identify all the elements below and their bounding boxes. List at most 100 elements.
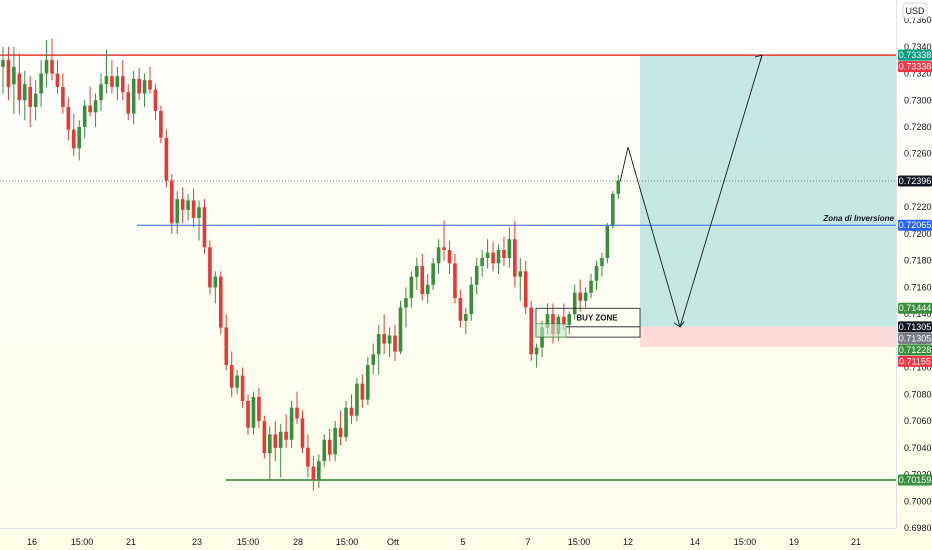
time-tick-label[interactable]: 15:00 (237, 537, 260, 547)
candle-body[interactable] (420, 266, 425, 295)
time-tick-label[interactable]: 21 (851, 537, 861, 547)
candle-body[interactable] (409, 276, 414, 299)
candle-body[interactable] (311, 466, 316, 480)
candle-body[interactable] (349, 407, 354, 416)
candle-body[interactable] (447, 249, 452, 264)
candle-body[interactable] (142, 80, 147, 94)
candle-body[interactable] (39, 73, 43, 94)
candle-body[interactable] (1, 60, 5, 67)
candle-body[interactable] (491, 252, 495, 264)
candle-body[interactable] (219, 276, 223, 328)
candle-body[interactable] (529, 307, 533, 355)
candle-body[interactable] (496, 249, 501, 264)
candle-body[interactable] (594, 266, 599, 281)
candle-body[interactable] (180, 199, 185, 210)
time-tick-label[interactable]: Ott (387, 537, 400, 547)
candle-body[interactable] (50, 60, 54, 74)
time-tick-label[interactable]: 15:00 (734, 537, 757, 547)
candle-body[interactable] (77, 126, 82, 149)
candle-body[interactable] (534, 347, 539, 355)
candle-body[interactable] (88, 105, 92, 113)
candle-body[interactable] (600, 257, 604, 267)
time-tick-label[interactable]: 28 (293, 537, 303, 547)
candle-body[interactable] (197, 207, 201, 218)
candle-body[interactable] (436, 247, 441, 264)
candle-body[interactable] (333, 427, 337, 455)
candle-body[interactable] (257, 397, 261, 422)
candle-body[interactable] (82, 105, 87, 127)
candle-body[interactable] (289, 407, 294, 440)
candle-body[interactable] (284, 431, 288, 440)
candle-body[interactable] (344, 407, 348, 438)
candle-body[interactable] (545, 314, 550, 328)
candle-body[interactable] (322, 439, 327, 462)
time-tick-label[interactable]: 21 (126, 537, 136, 547)
candle-body[interactable] (159, 110, 163, 138)
candle-body[interactable] (425, 284, 430, 295)
candle-body[interactable] (208, 247, 212, 288)
time-tick-label[interactable]: 14 (690, 537, 700, 547)
candle-body[interactable] (611, 193, 615, 226)
candle-body[interactable] (605, 225, 610, 258)
candle-body[interactable] (404, 298, 408, 308)
time-tick-label[interactable]: 5 (460, 537, 465, 547)
candle-body[interactable] (229, 364, 234, 388)
candle-body[interactable] (562, 316, 566, 325)
currency-button[interactable]: USD (902, 2, 928, 19)
candle-body[interactable] (458, 298, 463, 321)
candle-body[interactable] (169, 180, 174, 224)
candle-body[interactable] (273, 434, 278, 448)
candle-body[interactable] (523, 271, 528, 308)
candle-body[interactable] (442, 247, 446, 250)
candle-body[interactable] (306, 447, 310, 467)
candle-body[interactable] (376, 334, 381, 355)
candle-body[interactable] (485, 252, 490, 258)
candle-body[interactable] (44, 60, 49, 74)
candle-body[interactable] (355, 383, 359, 416)
candle-body[interactable] (360, 383, 365, 400)
candle-body[interactable] (502, 249, 506, 258)
time-tick-label[interactable]: 23 (192, 537, 202, 547)
candle-body[interactable] (589, 280, 593, 293)
candle-body[interactable] (164, 137, 169, 181)
currency-button-bg[interactable] (902, 2, 928, 19)
time-tick-label[interactable]: 12 (623, 537, 633, 547)
candle-body[interactable] (518, 271, 523, 277)
candle-body[interactable] (251, 397, 256, 428)
candle-body[interactable] (382, 334, 386, 344)
candle-body[interactable] (186, 200, 190, 210)
candle-body[interactable] (99, 84, 103, 101)
candle-body[interactable] (115, 76, 120, 87)
time-tick-label[interactable]: 15:00 (336, 537, 359, 547)
candle-body[interactable] (366, 364, 370, 400)
time-axis[interactable]: 16 15:00 21 23 15:00 28 15:00 Ott 5 7 15:00 12 14 15:… (27, 537, 861, 547)
candle-body[interactable] (453, 263, 457, 299)
candle-body[interactable] (33, 93, 38, 107)
candle-body[interactable] (262, 421, 267, 454)
candle-body[interactable] (513, 239, 517, 277)
candle-body[interactable] (540, 327, 544, 348)
candle-body[interactable] (55, 73, 60, 87)
time-tick-label[interactable]: 7 (525, 537, 530, 547)
price-tick-label[interactable]: 0.69800 (904, 523, 932, 533)
candle-body[interactable] (387, 335, 392, 344)
candle-body[interactable] (191, 200, 196, 218)
candle-body[interactable] (327, 439, 332, 455)
candle-body[interactable] (126, 92, 131, 114)
candle-body[interactable] (278, 431, 283, 448)
candle-body[interactable] (246, 401, 250, 428)
candle-body[interactable] (469, 284, 474, 315)
candle-body[interactable] (371, 354, 376, 365)
